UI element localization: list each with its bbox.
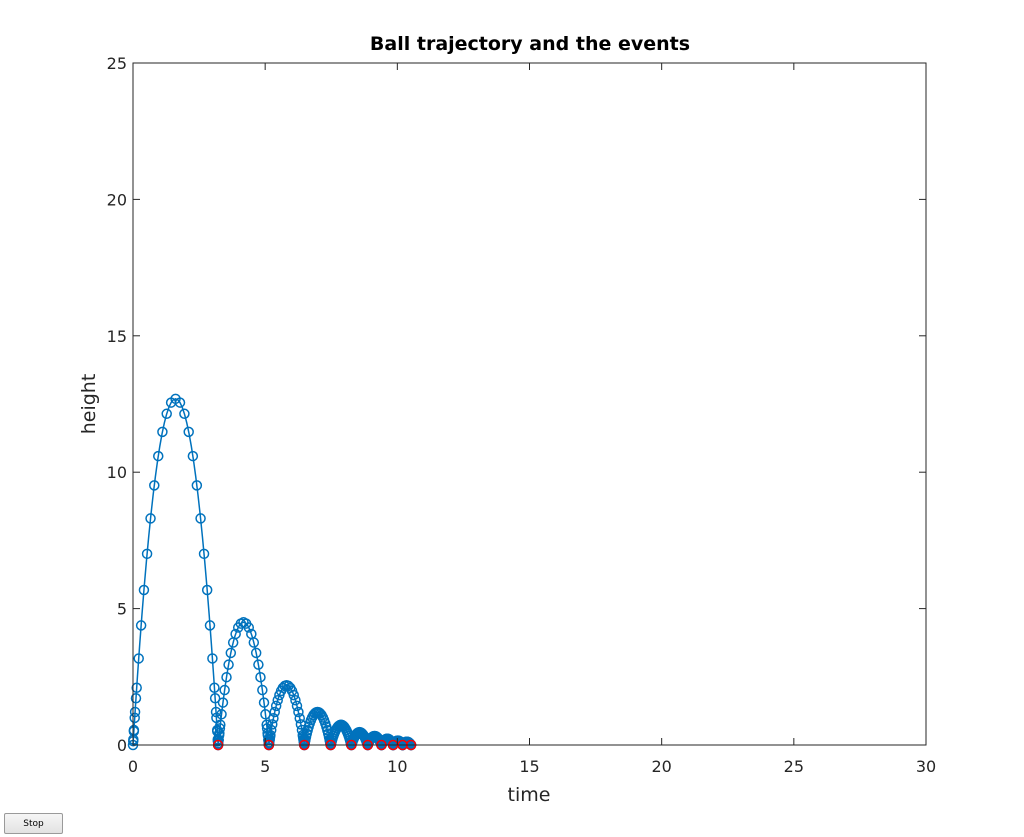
y-tick-label: 0: [117, 736, 127, 755]
trajectory-marker: [250, 647, 262, 659]
y-tick-label: 10: [107, 463, 127, 482]
x-tick-label: 5: [260, 757, 270, 776]
trajectory-marker: [291, 700, 303, 712]
trajectory-marker: [293, 706, 304, 718]
trajectory-marker: [294, 713, 305, 724]
trajectory-marker: [230, 628, 241, 640]
trajectory-marker: [174, 397, 186, 408]
trajectory-marker: [198, 548, 210, 560]
trajectory-marker: [161, 408, 172, 420]
trajectory-marker: [128, 726, 140, 737]
figure-background: [0, 0, 1024, 810]
trajectory-marker: [209, 682, 220, 693]
trajectory-marker: [149, 480, 160, 491]
trajectory-marker: [243, 622, 255, 633]
trajectory-marker: [272, 694, 283, 706]
trajectory-marker: [204, 620, 216, 631]
trajectory-marker: [131, 682, 142, 693]
trajectory-marker: [225, 647, 237, 659]
trajectory-marker: [217, 697, 229, 708]
trajectory-marker: [223, 659, 234, 670]
trajectory-marker: [215, 719, 226, 730]
trajectory-marker: [255, 671, 266, 683]
x-tick-label: 0: [128, 757, 138, 776]
x-tick-label: 30: [916, 757, 936, 776]
trajectory-marker: [129, 712, 140, 724]
x-tick-label: 25: [784, 757, 804, 776]
trajectory-marker: [248, 637, 260, 648]
trajectory-marker: [135, 620, 147, 631]
trajectory-marker: [130, 692, 142, 704]
trajectory-marker: [179, 408, 190, 420]
trajectory-marker: [207, 653, 218, 664]
trajectory-marker: [191, 480, 203, 491]
trajectory-marker: [195, 513, 206, 524]
y-tick-label: 15: [107, 327, 127, 346]
trajectory-marker: [145, 513, 156, 524]
x-axis-label: time: [508, 784, 551, 806]
trajectory-marker: [257, 684, 268, 696]
trajectory-marker: [265, 724, 277, 736]
trajectory-marker: [216, 709, 227, 720]
trajectory-marker: [221, 671, 232, 683]
trajectory-marker: [270, 700, 282, 712]
trajectory-marker: [138, 584, 150, 596]
x-tick-label: 10: [387, 757, 407, 776]
trajectory-marker: [201, 584, 213, 596]
trajectory-marker: [153, 450, 164, 462]
trajectory-marker: [183, 426, 194, 438]
trajectory-marker: [258, 697, 270, 708]
trajectory-marker: [290, 694, 301, 706]
x-tick-label: 15: [519, 757, 539, 776]
trajectory-marker: [219, 684, 230, 696]
trajectory-marker: [267, 719, 278, 730]
y-tick-label: 5: [117, 600, 127, 619]
trajectory-marker: [141, 548, 153, 560]
y-tick-label: 20: [107, 190, 127, 209]
trajectory-marker: [268, 713, 279, 724]
trajectory-marker: [264, 731, 276, 743]
trajectory-marker: [187, 450, 199, 462]
trajectory-marker: [209, 692, 221, 704]
trajectory-marker: [269, 706, 280, 718]
figure: Ball trajectory and the events 0 5 10 15 20 2…: [0, 0, 1024, 810]
y-axis-label: height: [78, 374, 100, 435]
x-tick-label: 20: [651, 757, 671, 776]
y-tick-label: 25: [107, 54, 127, 73]
chart-title: Ball trajectory and the events: [370, 33, 690, 55]
trajectory-marker: [214, 723, 226, 734]
trajectory-marker: [288, 689, 300, 701]
trajectory-marker: [133, 653, 144, 664]
trajectory-marker: [157, 426, 168, 438]
trajectory-marker: [210, 706, 222, 718]
trajectory-marker: [253, 659, 264, 670]
stop-button[interactable]: Stop: [4, 813, 63, 834]
axes: 0 5 10 15 20 25 30 0 5 10 15 20 25: [107, 54, 937, 776]
trajectory-marker: [129, 706, 141, 718]
